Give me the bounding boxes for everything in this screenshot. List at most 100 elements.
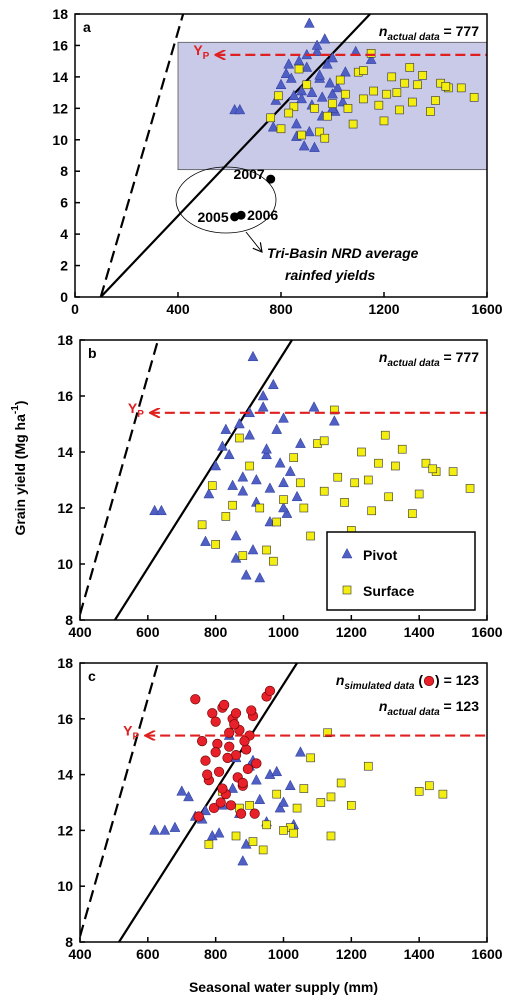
point — [257, 389, 269, 401]
point — [428, 464, 438, 474]
point — [392, 88, 402, 97]
x-tick-label: 1200 — [336, 624, 367, 640]
y-tick-label: 10 — [57, 556, 73, 572]
point — [221, 512, 231, 521]
yp-sub: P — [132, 732, 139, 743]
point-label: 2007 — [234, 166, 265, 182]
point — [321, 58, 333, 69]
point — [380, 430, 390, 440]
point — [297, 130, 306, 140]
point — [408, 509, 417, 518]
panel-letter: b — [88, 345, 97, 361]
n-main: n — [336, 672, 345, 688]
point — [395, 105, 404, 115]
point — [441, 82, 451, 91]
boundary-line — [99, 14, 185, 297]
point — [250, 473, 262, 485]
n-post: = 123 — [440, 698, 480, 714]
boundary-line — [80, 663, 160, 937]
point — [210, 747, 221, 758]
point — [283, 58, 295, 69]
point — [215, 797, 226, 808]
point — [227, 782, 239, 793]
point — [289, 102, 299, 112]
y-tick-label: 12 — [57, 500, 73, 516]
point — [296, 92, 308, 104]
point — [350, 478, 360, 488]
point — [456, 83, 466, 93]
point — [149, 824, 161, 835]
point — [271, 423, 283, 434]
point — [237, 471, 249, 482]
point — [254, 793, 266, 804]
point — [278, 501, 289, 513]
legend-marker — [342, 585, 352, 595]
point — [279, 826, 288, 835]
point — [289, 453, 298, 462]
point — [227, 479, 239, 490]
point — [197, 736, 208, 747]
y-tick-label: 6 — [60, 195, 68, 211]
point — [234, 103, 246, 115]
point — [193, 811, 204, 822]
n-label: nactual data = 123 — [379, 698, 479, 718]
point — [408, 97, 417, 107]
point — [314, 69, 326, 80]
y-tick-label: 14 — [52, 69, 68, 85]
plot-frame — [74, 13, 488, 298]
boundary-line — [99, 14, 371, 297]
panel-letter: c — [88, 668, 96, 684]
point — [247, 350, 259, 362]
n-main: n — [379, 349, 388, 365]
yp-main: Y — [128, 400, 138, 416]
point — [298, 140, 310, 151]
point — [343, 104, 353, 113]
y-tick-label: 18 — [57, 332, 73, 348]
n-sub: actual data — [387, 32, 440, 43]
yp-sub: P — [203, 51, 210, 62]
legend-label: Surface — [363, 583, 415, 599]
point — [278, 796, 289, 807]
point — [213, 827, 225, 838]
point — [210, 716, 221, 727]
point — [228, 500, 237, 510]
point — [237, 485, 249, 496]
point — [357, 447, 366, 457]
point — [224, 741, 235, 752]
point — [295, 746, 306, 757]
point — [284, 465, 296, 476]
x-tick-label: 600 — [136, 946, 160, 962]
point — [337, 96, 349, 107]
legend-label: Pivot — [363, 547, 398, 563]
point — [320, 133, 330, 143]
point — [369, 86, 379, 96]
x-tick-label: 1200 — [368, 301, 399, 317]
y-tick-label: 10 — [52, 132, 68, 148]
x-tick-label: 400 — [68, 946, 92, 962]
point — [202, 769, 213, 780]
point — [236, 808, 247, 819]
point — [169, 821, 181, 832]
x-tick-label: 800 — [204, 946, 228, 962]
point — [299, 503, 309, 513]
point — [155, 504, 167, 516]
x-tick-label: 800 — [269, 301, 293, 317]
point — [254, 571, 266, 583]
point — [212, 738, 223, 750]
point — [310, 104, 319, 113]
point — [261, 443, 272, 454]
point — [327, 88, 338, 99]
yp-sub: P — [137, 409, 144, 420]
point — [316, 798, 326, 807]
point-label: 2005 — [197, 209, 228, 225]
point — [238, 551, 248, 560]
point — [274, 457, 286, 468]
point — [176, 785, 188, 796]
point — [324, 77, 336, 88]
n-post: ) = 123 — [435, 672, 479, 688]
point — [200, 804, 211, 816]
point — [384, 492, 393, 502]
point — [200, 535, 211, 546]
n-sub: actual data — [387, 707, 440, 718]
